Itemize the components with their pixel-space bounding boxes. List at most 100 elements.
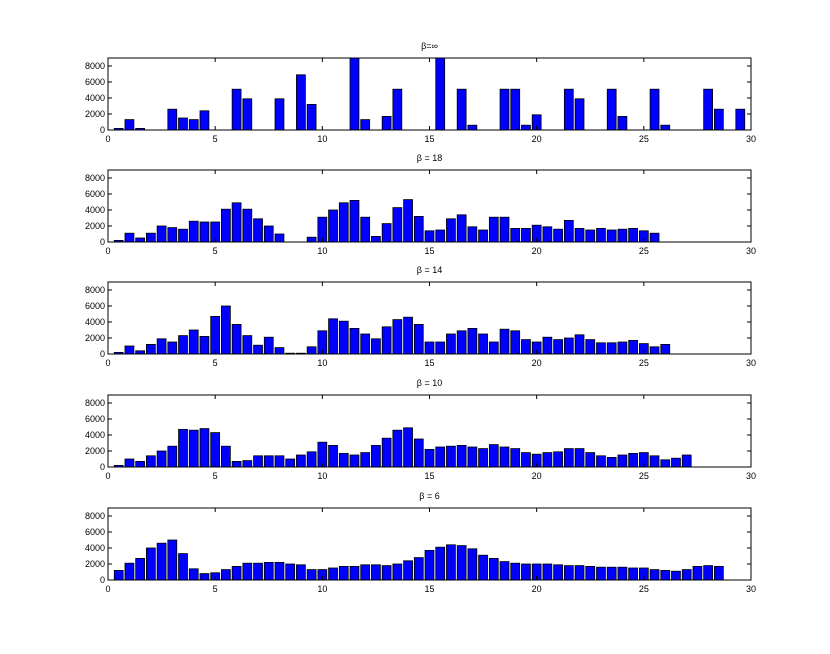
bar	[456, 330, 467, 355]
bar	[521, 124, 531, 131]
bar	[403, 560, 413, 581]
x-tick-label: 30	[746, 471, 756, 481]
bar	[360, 333, 371, 355]
x-tick-label: 20	[532, 358, 542, 368]
bar	[585, 339, 596, 355]
bar	[381, 116, 392, 131]
bar	[146, 232, 156, 243]
bar	[671, 457, 681, 468]
bar	[585, 566, 596, 581]
bar	[521, 339, 531, 355]
y-tick-label: 6000	[85, 77, 105, 87]
y-tick-label: 0	[100, 237, 105, 247]
bar	[231, 323, 242, 355]
bar	[146, 455, 156, 468]
bar	[221, 445, 231, 468]
bar	[306, 346, 317, 355]
bar	[553, 339, 563, 355]
bar	[521, 563, 531, 581]
bar	[135, 558, 146, 581]
bar	[178, 553, 188, 581]
bar	[146, 547, 156, 581]
bar	[199, 428, 210, 468]
y-tick-label: 0	[100, 125, 105, 135]
bar	[178, 428, 188, 468]
bar	[456, 214, 467, 243]
bar	[563, 337, 574, 355]
x-tick-label: 30	[746, 584, 756, 594]
x-tick-label: 5	[213, 358, 218, 368]
y-tick-label: 2000	[85, 446, 105, 456]
bar	[660, 570, 671, 581]
x-tick-label: 20	[532, 246, 542, 256]
bar	[510, 227, 521, 243]
bar	[296, 74, 306, 131]
bar	[499, 328, 510, 355]
bar	[392, 207, 403, 243]
y-tick-label: 4000	[85, 93, 105, 103]
bar	[713, 108, 724, 131]
y-tick-label: 2000	[85, 333, 105, 343]
bar	[124, 345, 135, 355]
bar	[542, 563, 553, 581]
bar	[510, 562, 521, 581]
y-tick-label: 8000	[85, 398, 105, 408]
bar	[563, 448, 574, 468]
bar	[681, 454, 692, 468]
x-tick-label: 10	[317, 584, 327, 594]
bar	[692, 566, 703, 581]
y-tick-label: 6000	[85, 189, 105, 199]
bar	[617, 116, 628, 131]
bar	[156, 450, 167, 468]
bar	[124, 232, 135, 243]
bar	[199, 221, 210, 243]
bar	[606, 456, 617, 468]
bar	[188, 568, 199, 581]
bar	[542, 452, 553, 468]
bar	[403, 427, 413, 468]
x-tick-label: 30	[746, 246, 756, 256]
bar	[424, 550, 435, 581]
y-tick-label: 4000	[85, 543, 105, 553]
bar	[296, 454, 306, 468]
x-tick-label: 15	[424, 134, 434, 144]
bar	[628, 227, 638, 243]
x-tick-label: 30	[746, 358, 756, 368]
bar	[381, 437, 392, 468]
y-tick-label: 2000	[85, 559, 105, 569]
bar	[403, 316, 413, 355]
bar	[210, 432, 221, 468]
bar	[660, 343, 671, 355]
bar	[135, 460, 146, 468]
bar	[124, 119, 135, 131]
bar	[231, 460, 242, 468]
bar	[499, 216, 510, 243]
bar	[392, 563, 403, 581]
bar	[488, 558, 499, 581]
bar	[456, 545, 467, 581]
bar	[574, 565, 585, 581]
bar	[231, 202, 242, 243]
bar	[338, 320, 349, 355]
bar	[167, 227, 178, 243]
bar	[488, 216, 499, 243]
bar	[231, 88, 242, 131]
bar	[596, 227, 606, 243]
bar	[242, 98, 253, 131]
bar	[435, 229, 446, 243]
bar	[371, 338, 381, 355]
bar	[167, 445, 178, 468]
bar	[649, 569, 660, 581]
bar	[263, 562, 274, 581]
bar	[274, 347, 285, 355]
x-tick-label: 0	[105, 471, 110, 481]
bar	[478, 333, 488, 355]
bar	[499, 88, 510, 131]
bar	[606, 88, 617, 131]
bar	[338, 202, 349, 243]
bar	[628, 339, 638, 355]
bar	[435, 57, 446, 131]
bar	[435, 341, 446, 355]
bar	[167, 539, 178, 581]
bar	[349, 566, 360, 581]
